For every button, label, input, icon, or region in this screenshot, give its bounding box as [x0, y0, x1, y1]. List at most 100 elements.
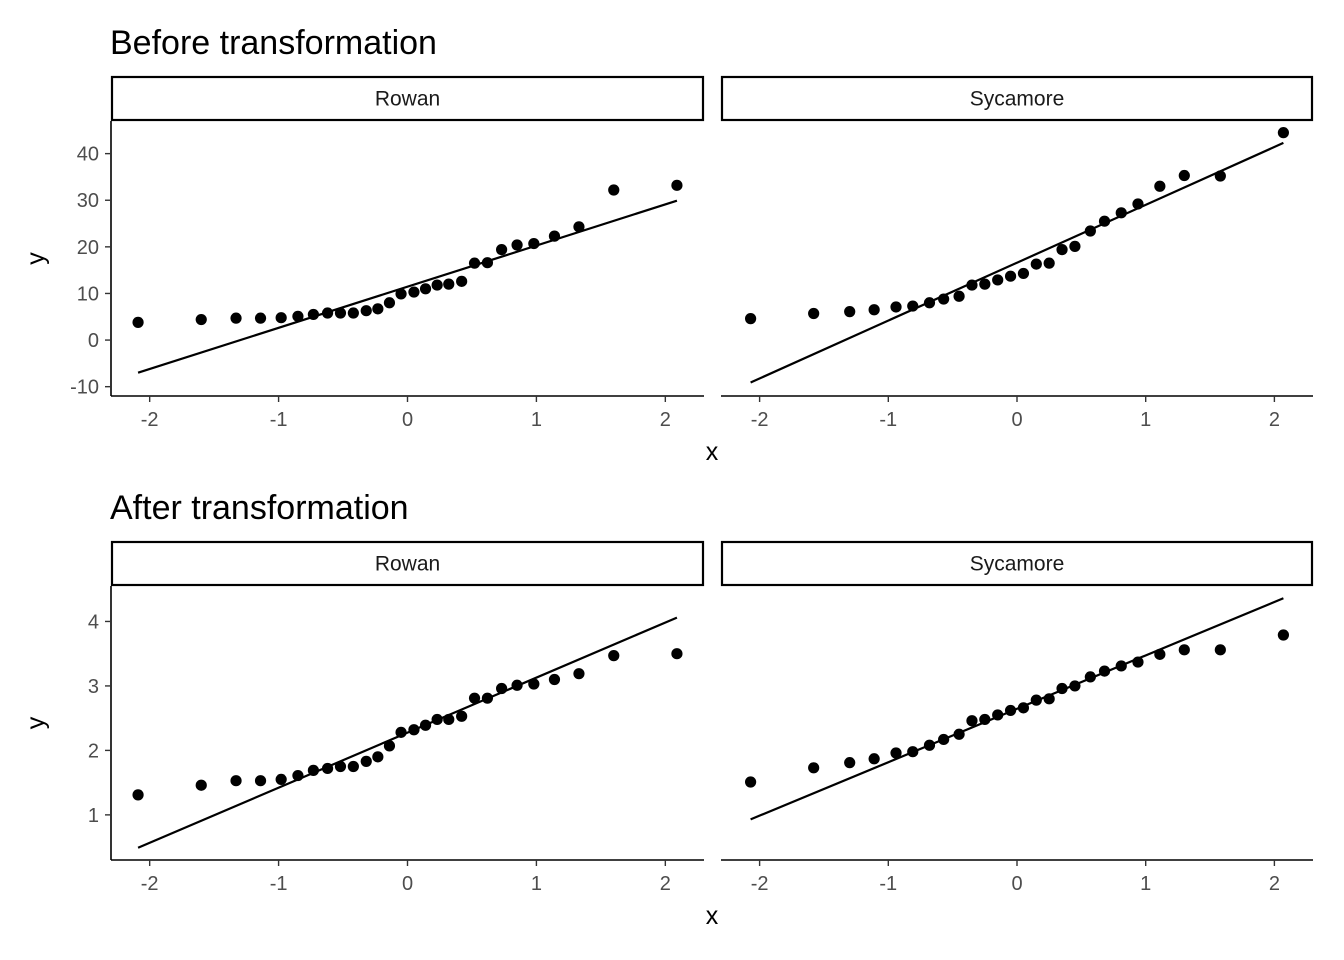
data-point [528, 678, 540, 690]
qq-reference-line [750, 141, 1284, 384]
data-point [1178, 169, 1190, 182]
data-point [1056, 244, 1068, 256]
x-tick-label: -1 [879, 409, 897, 431]
data-point [431, 279, 443, 291]
data-point [844, 757, 856, 769]
data-point [890, 301, 902, 313]
x-tick-label: 2 [1269, 409, 1280, 431]
data-point [496, 682, 508, 695]
data-point [468, 692, 481, 704]
data-point [966, 715, 978, 727]
data-point [230, 775, 242, 787]
data-point [1214, 170, 1226, 182]
data-point [1115, 207, 1127, 219]
y-tick-label: -10 [70, 377, 99, 399]
data-point [511, 239, 523, 251]
data-point [907, 746, 919, 758]
chart-title: Before transformation [110, 24, 437, 62]
data-point [868, 753, 880, 765]
data-point [292, 310, 304, 322]
qq-reference-line [750, 597, 1284, 821]
facet-strip-label: Sycamore [970, 553, 1065, 576]
data-point [1214, 644, 1226, 656]
data-point [868, 304, 880, 316]
qq-reference-line [137, 199, 678, 374]
facet-strip-label: Rowan [375, 88, 440, 111]
facet-sycamore: Sycamore -2 -1 0 1 2 [720, 540, 1314, 895]
data-point [372, 751, 384, 763]
data-point [275, 312, 287, 324]
y-axis-title: y [22, 252, 50, 265]
data-point [953, 290, 965, 302]
data-point [360, 755, 372, 767]
data-point [496, 244, 508, 256]
data-point [230, 312, 242, 324]
data-point [953, 728, 965, 740]
data-point [1069, 680, 1081, 692]
data-point [132, 316, 144, 328]
facet-strip [110, 75, 705, 122]
x-tick-label: 2 [660, 873, 671, 895]
data-point [408, 724, 420, 736]
data-point [548, 230, 561, 242]
x-tick-label: -1 [879, 873, 897, 895]
data-point [608, 650, 620, 662]
data-point [992, 274, 1004, 286]
data-point [254, 775, 267, 787]
x-axis-title: x [706, 902, 719, 930]
y-tick-label: 4 [88, 611, 99, 633]
data-point [608, 184, 620, 196]
data-point [321, 307, 334, 319]
data-point [548, 673, 561, 686]
data-point [1115, 660, 1127, 672]
data-point [992, 709, 1004, 721]
data-point [1043, 257, 1055, 269]
y-tick-label: 3 [88, 676, 99, 698]
data-point [431, 713, 443, 726]
y-tick-label: 20 [77, 237, 99, 259]
data-point [383, 297, 396, 309]
data-point [481, 692, 494, 704]
facet-strip [720, 75, 1314, 122]
qq-reference-line [137, 616, 678, 849]
x-tick-label: 2 [1269, 873, 1280, 895]
x-tick-label: -2 [141, 873, 159, 895]
data-point [347, 760, 359, 773]
data-point [1098, 665, 1111, 677]
data-point [1030, 694, 1042, 706]
data-point [443, 278, 455, 290]
data-point [745, 313, 757, 325]
chart-title: After transformation [110, 489, 409, 527]
x-tick-label: 2 [660, 409, 671, 431]
y-tick-label: 40 [77, 144, 99, 166]
data-point [1004, 270, 1017, 282]
data-point [1030, 258, 1042, 270]
x-tick-label: -2 [751, 409, 769, 431]
data-point [907, 300, 919, 312]
data-point [132, 789, 144, 801]
data-point [1132, 198, 1144, 210]
data-point [321, 762, 334, 775]
data-point [966, 279, 978, 291]
data-point [808, 762, 820, 774]
data-point [481, 257, 494, 269]
data-point [671, 179, 683, 191]
data-point [334, 760, 347, 773]
data-point [1017, 702, 1030, 714]
x-axis-title: x [706, 438, 719, 466]
x-tick-label: -1 [270, 873, 288, 895]
data-point [1084, 225, 1096, 237]
facet-strip [110, 540, 705, 587]
data-point [1056, 682, 1068, 695]
data-point [1132, 656, 1144, 668]
data-point [195, 779, 207, 791]
x-tick-label: -2 [141, 409, 159, 431]
data-point [511, 679, 523, 691]
data-point [979, 713, 991, 726]
data-point [254, 312, 267, 324]
x-tick-label: 1 [531, 873, 542, 895]
facet-rowan: Rowan 1 2 3 4 -2 -1 0 1 2 [88, 540, 705, 895]
data-point [395, 726, 407, 738]
data-point [890, 747, 902, 759]
x-tick-label: 0 [1011, 873, 1022, 895]
